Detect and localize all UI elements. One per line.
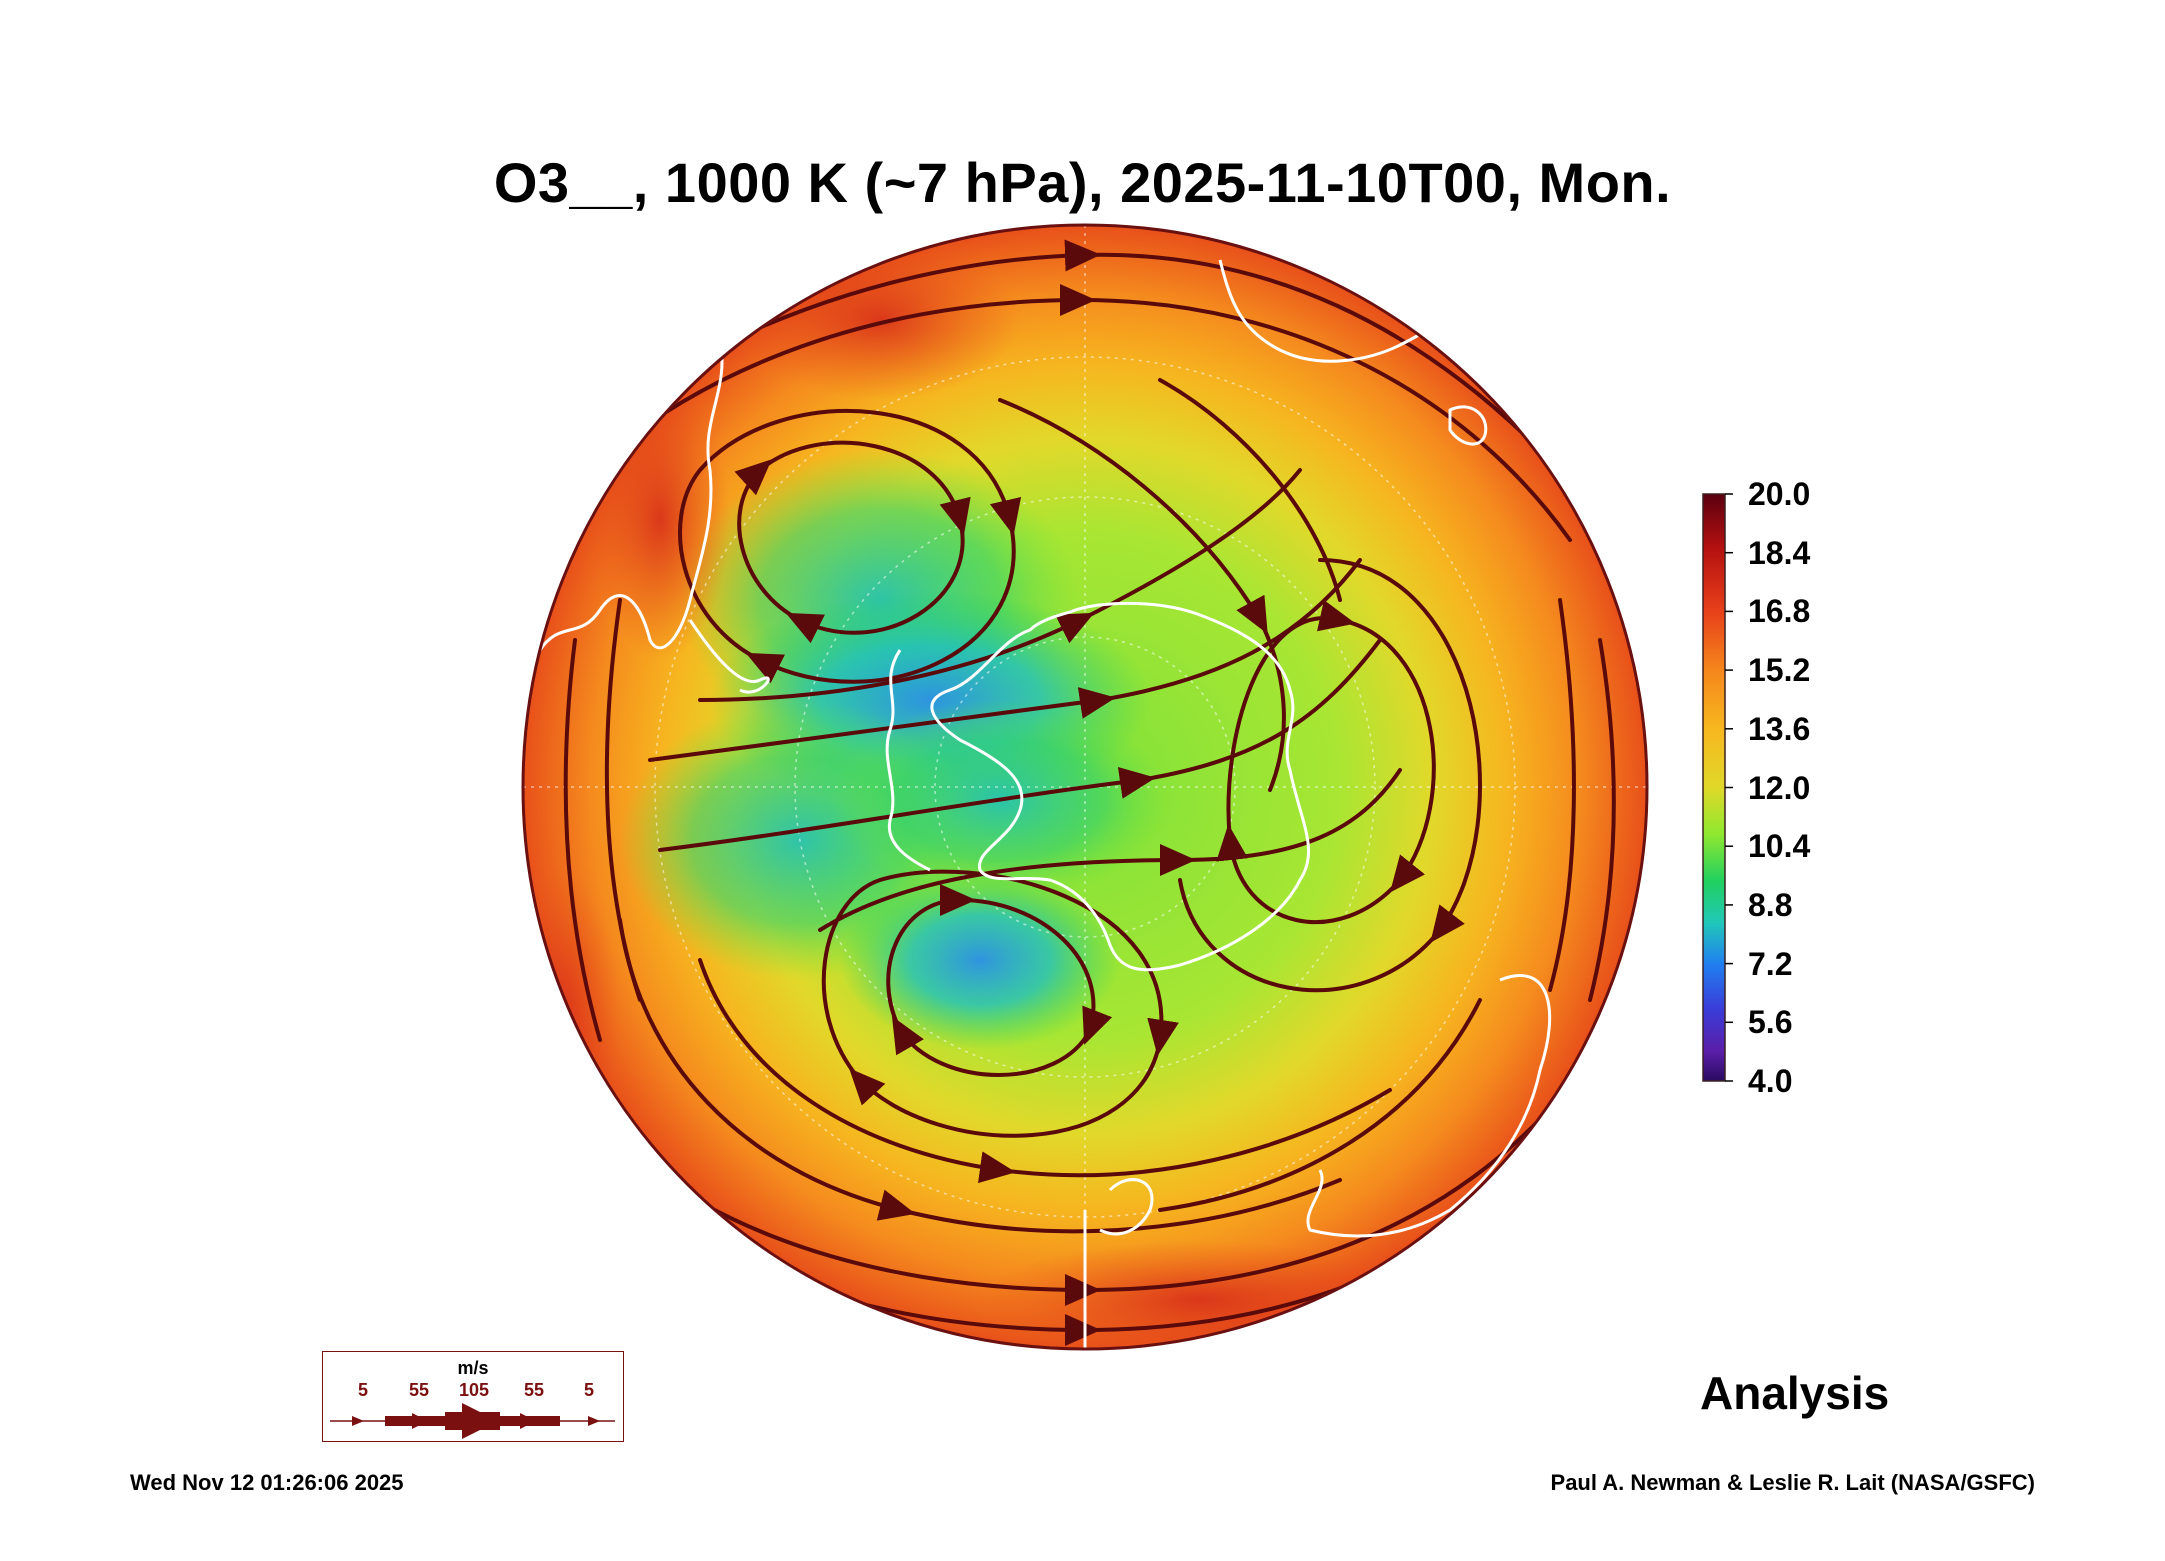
streamline	[818, 768, 1402, 932]
streamline	[821, 869, 1179, 1138]
coastlines	[538, 259, 1552, 1349]
colorbar-tick-label: 18.4	[1748, 534, 1811, 571]
credit: Paul A. Newman & Leslie R. Lait (NASA/GS…	[1550, 1470, 2035, 1495]
map-title: O3__, 1000 K (~7 hPa), 2025-11-10T00, Mo…	[493, 151, 1672, 214]
streamline	[1228, 616, 1436, 925]
streamline	[678, 409, 1022, 684]
coast-south-america-tip	[688, 619, 770, 694]
legend-value: 55	[523, 1380, 545, 1400]
colorbar-ticks	[1725, 493, 1733, 1082]
colorbar-tick-label: 12.0	[1748, 769, 1811, 806]
legend-value: 105	[458, 1380, 490, 1400]
streamline	[538, 283, 1572, 542]
streamline	[1178, 558, 1482, 993]
colorbar-tick-label: 16.8	[1748, 593, 1811, 630]
timestamp: Wed Nov 12 01:26:06 2025	[130, 1470, 404, 1495]
analysis-label: Analysis	[1700, 1367, 1890, 1419]
streamline	[998, 398, 1286, 792]
coast-peninsula	[885, 649, 931, 872]
colorbar-tick-label: 7.2	[1748, 945, 1793, 982]
streamline	[658, 638, 1382, 852]
streamline	[1158, 998, 1482, 1212]
streamline	[1588, 638, 1616, 1002]
colorbar-tick-label: 8.8	[1748, 886, 1793, 923]
streamline	[1548, 598, 1576, 992]
streamline	[1158, 378, 1342, 602]
streamline	[618, 918, 1342, 1234]
legend-value: 55	[408, 1380, 430, 1400]
legend-value: 5	[583, 1380, 594, 1400]
colorbar-tick-label: 10.4	[1748, 828, 1811, 865]
colorbar	[1702, 493, 1726, 1082]
streamline	[563, 638, 602, 1042]
wind-legend-arrows	[330, 1403, 615, 1439]
colorbar-tick-label: 5.6	[1748, 1004, 1793, 1041]
colorbar-tick-label: 13.6	[1748, 710, 1811, 747]
coast-africa	[1218, 259, 1432, 363]
colorbar-tick-label: 4.0	[1748, 1063, 1793, 1099]
colorbar-tick-label: 20.0	[1748, 476, 1811, 512]
streamline	[698, 958, 1392, 1184]
coast-south-america	[538, 339, 724, 651]
legend-value: 5	[357, 1380, 368, 1400]
coast-madagascar	[1448, 405, 1488, 446]
coast-nz	[1099, 1178, 1154, 1236]
streamline	[698, 468, 1302, 702]
coast-australia	[1306, 974, 1552, 1238]
coast-antarctica	[930, 601, 1311, 972]
legend-unit: m/s	[457, 1358, 489, 1378]
colorbar-tick-label: 15.2	[1748, 652, 1811, 689]
wind-speed-legend: m/s 5 55 105 55 5	[322, 1351, 624, 1442]
globe-rim	[521, 223, 1649, 1351]
streamline	[648, 558, 1362, 762]
